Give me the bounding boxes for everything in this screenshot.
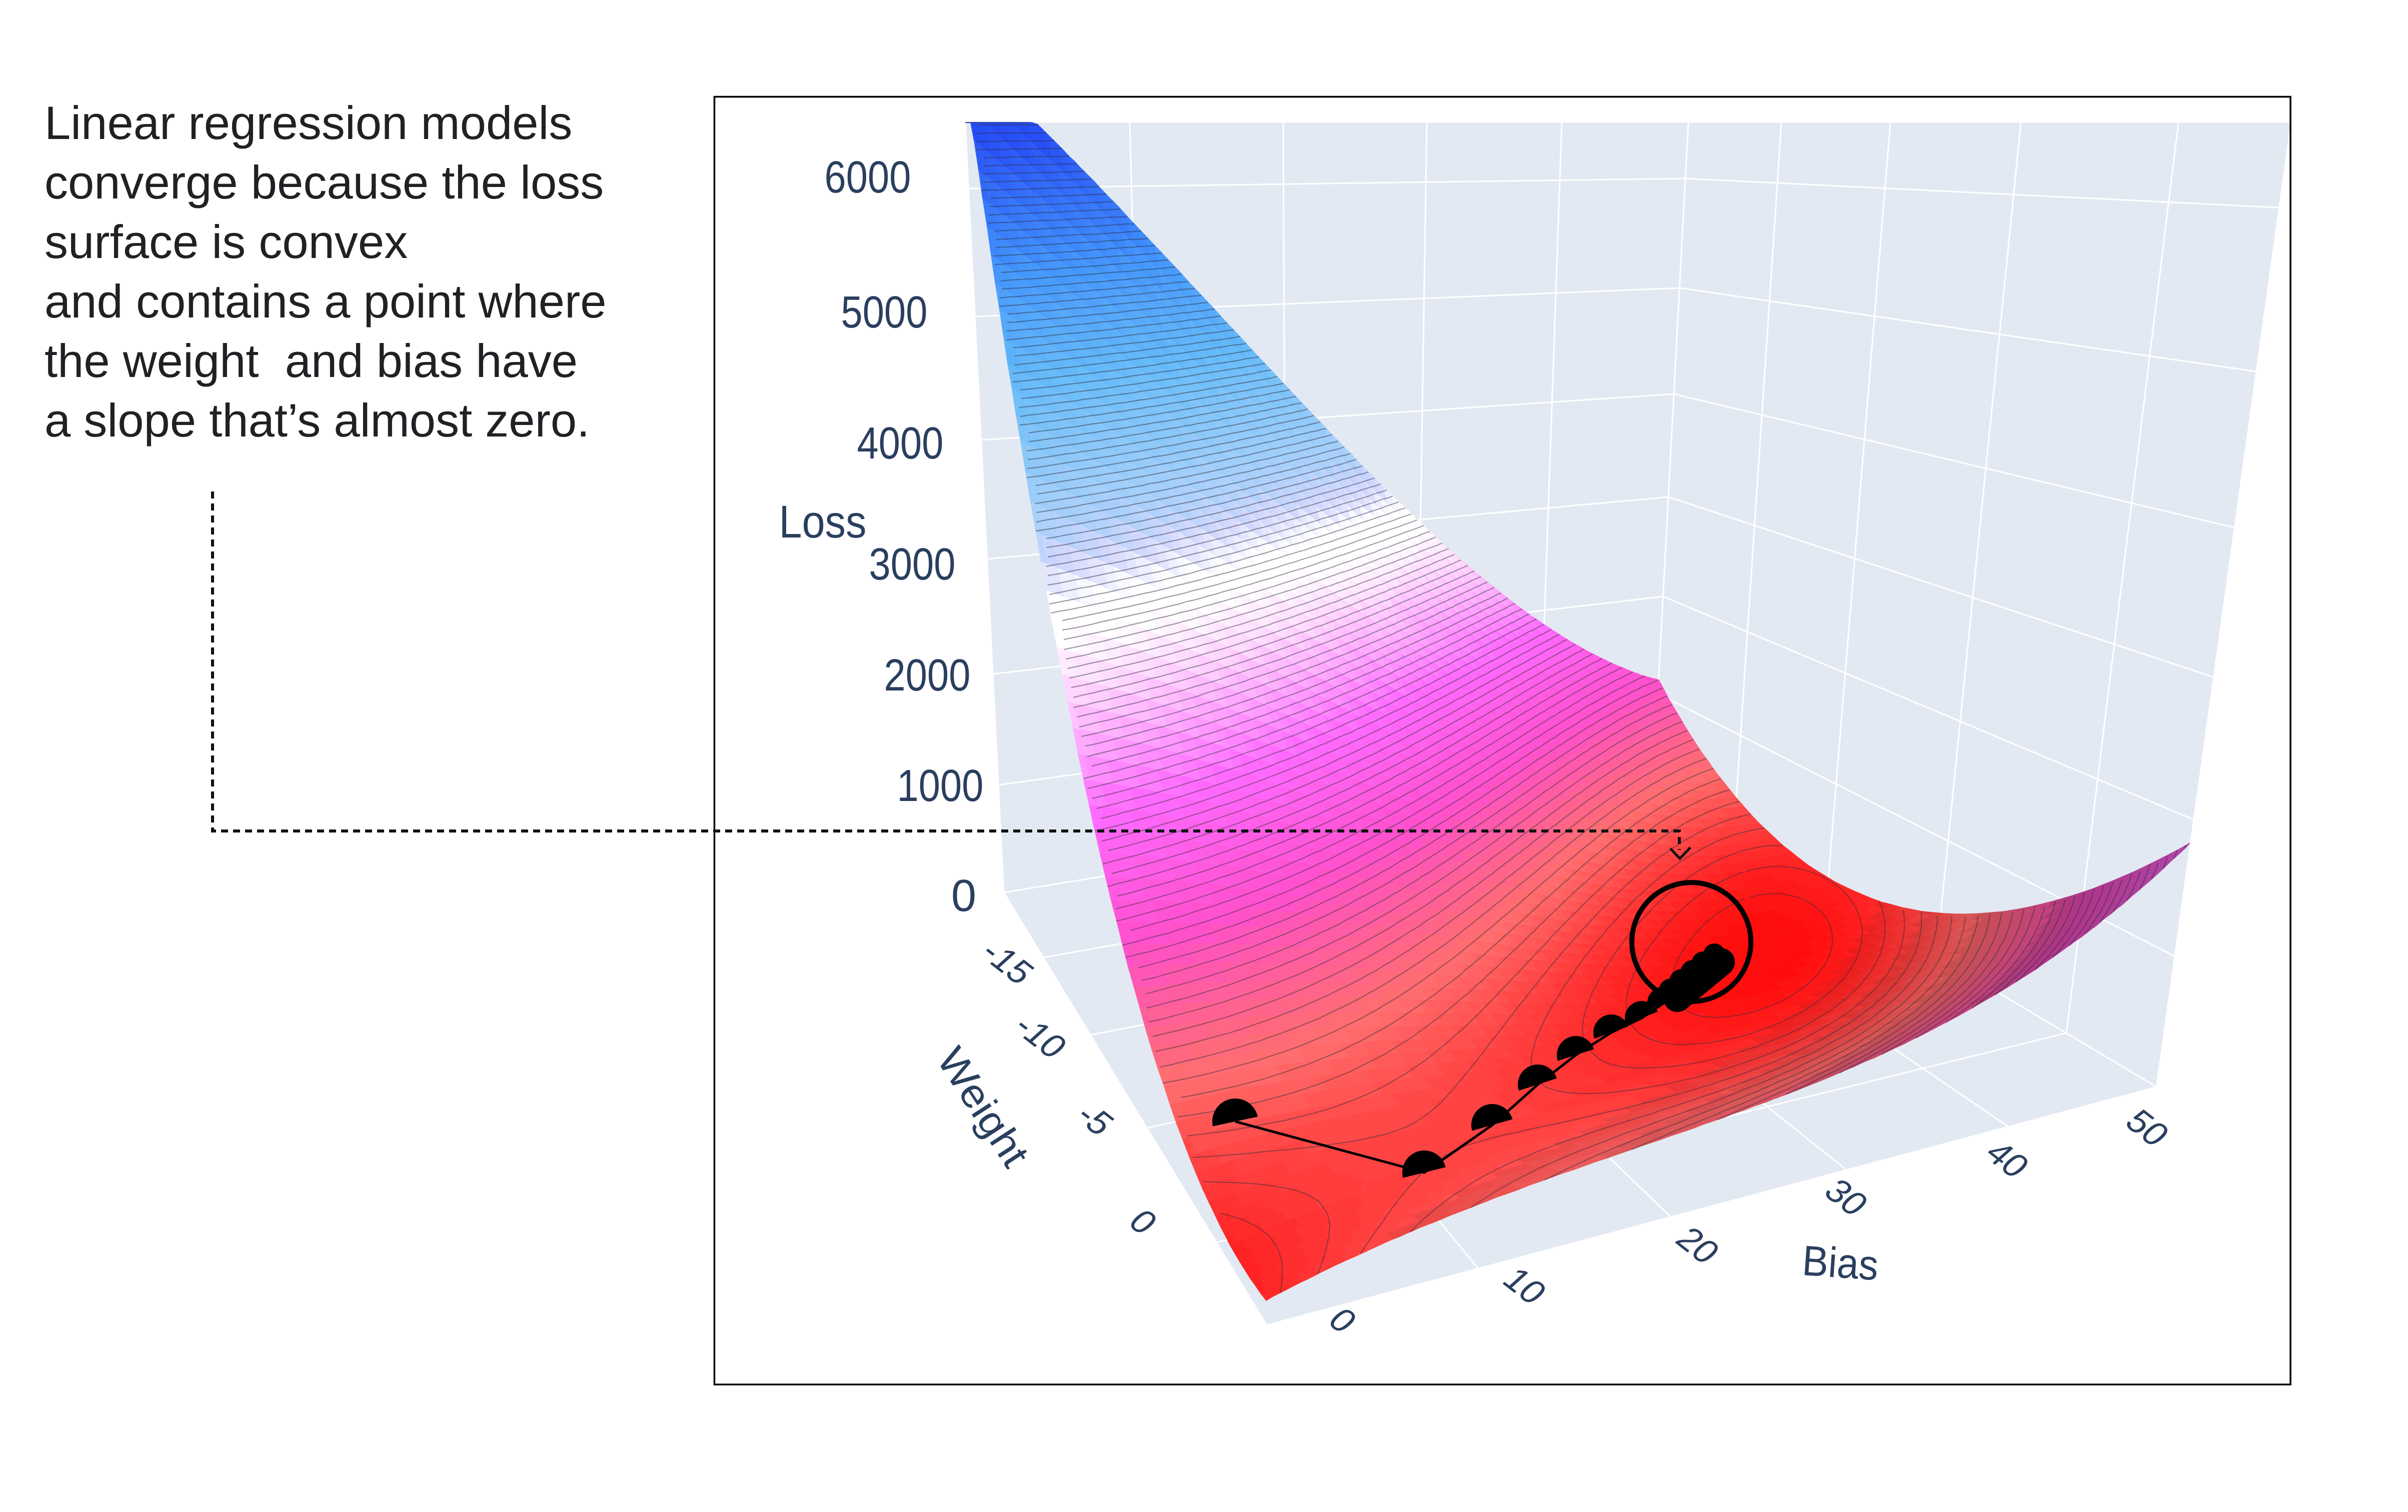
svg-text:Bias: Bias bbox=[1801, 1237, 1880, 1290]
svg-text:40: 40 bbox=[1977, 1134, 2038, 1184]
svg-text:Weight: Weight bbox=[929, 1040, 1038, 1175]
svg-text:Loss: Loss bbox=[779, 496, 867, 548]
svg-text:0: 0 bbox=[1121, 1202, 1166, 1241]
svg-text:-15: -15 bbox=[973, 934, 1043, 992]
svg-text:30: 30 bbox=[1816, 1172, 1877, 1222]
svg-text:3000: 3000 bbox=[869, 540, 956, 590]
svg-text:6000: 6000 bbox=[825, 152, 911, 202]
svg-text:1000: 1000 bbox=[897, 761, 984, 811]
svg-text:2000: 2000 bbox=[884, 650, 971, 700]
svg-text:10: 10 bbox=[1495, 1260, 1555, 1311]
svg-text:20: 20 bbox=[1668, 1220, 1728, 1270]
svg-text:-10: -10 bbox=[1006, 1008, 1076, 1066]
svg-text:-5: -5 bbox=[1068, 1096, 1122, 1142]
svg-text:4000: 4000 bbox=[857, 418, 944, 468]
svg-text:50: 50 bbox=[2117, 1102, 2178, 1153]
svg-text:5000: 5000 bbox=[841, 288, 928, 338]
svg-text:0: 0 bbox=[951, 871, 976, 921]
